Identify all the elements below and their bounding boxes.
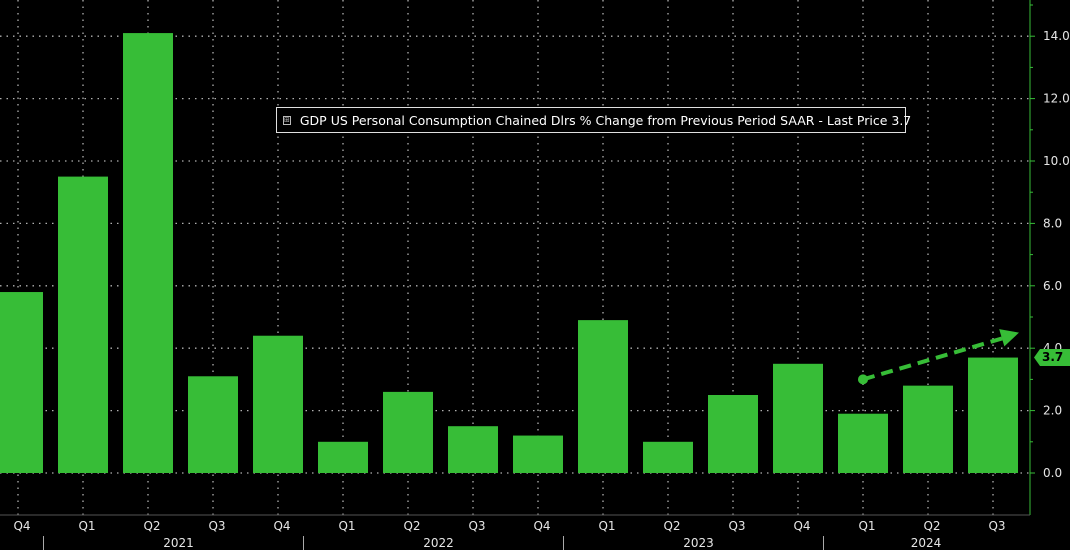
last-price-badge: 3.7	[1034, 349, 1070, 366]
category-label: Q1	[78, 519, 95, 533]
year-label: 2024	[911, 536, 942, 550]
category-label: Q2	[143, 519, 160, 533]
category-label: Q2	[403, 519, 420, 533]
y-tick-label: 12.0	[1043, 92, 1070, 106]
bar	[643, 441, 693, 473]
year-label: 2022	[423, 536, 454, 550]
last-price-badge-shape	[1034, 349, 1070, 366]
bar	[123, 33, 173, 473]
legend-expand-icon[interactable]: ⊞	[283, 115, 291, 125]
arrow-shaft	[862, 335, 1006, 382]
category-label: Q4	[793, 519, 810, 533]
category-label: Q1	[858, 519, 875, 533]
year-label: 2021	[163, 536, 194, 550]
bar	[318, 441, 368, 473]
bar	[383, 391, 433, 473]
category-label: Q1	[338, 519, 355, 533]
last-price-value: 3.7	[1042, 350, 1064, 364]
category-label: Q3	[208, 519, 225, 533]
bar	[578, 320, 628, 473]
category-label: Q3	[468, 519, 485, 533]
bar	[188, 376, 238, 473]
year-label: 2023	[683, 536, 714, 550]
bar	[708, 395, 758, 473]
bar	[448, 426, 498, 473]
y-tick-label: 14.0	[1043, 29, 1070, 43]
category-label: Q1	[598, 519, 615, 533]
legend[interactable]: ⊞ GDP US Personal Consumption Chained Dl…	[276, 107, 911, 133]
bar-series	[0, 33, 1018, 473]
trend-arrow	[858, 329, 1019, 385]
bar	[903, 385, 953, 473]
category-label: Q3	[988, 519, 1005, 533]
bar	[253, 335, 303, 473]
category-label: Q3	[728, 519, 745, 533]
y-tick-label: 10.0	[1043, 154, 1070, 168]
x-axis: Q4 Q1 Q2 Q3 Q4 Q1 Q2 Q3 Q4 Q1 Q2 Q3 Q4 Q1 Q2 Q3 2021 2022…	[0, 514, 1030, 550]
category-label: Q2	[923, 519, 940, 533]
y-tick-label: 6.0	[1043, 279, 1062, 293]
bar	[968, 357, 1018, 473]
category-label: Q4	[13, 519, 30, 533]
arrow-head	[999, 329, 1019, 347]
y-tick-label: 8.0	[1043, 216, 1062, 230]
y-axis: 0.02.04.06.08.010.012.014.0	[1029, 0, 1070, 515]
bar	[838, 413, 888, 473]
y-tick-label: 0.0	[1043, 466, 1062, 480]
y-tick-label: 2.0	[1043, 404, 1062, 418]
bar	[513, 435, 563, 473]
category-label: Q4	[533, 519, 550, 533]
bar	[773, 363, 823, 473]
bar	[58, 176, 108, 473]
category-label: Q2	[663, 519, 680, 533]
category-label: Q4	[273, 519, 290, 533]
bar	[0, 292, 43, 473]
legend-label: GDP US Personal Consumption Chained Dlrs…	[299, 112, 912, 128]
